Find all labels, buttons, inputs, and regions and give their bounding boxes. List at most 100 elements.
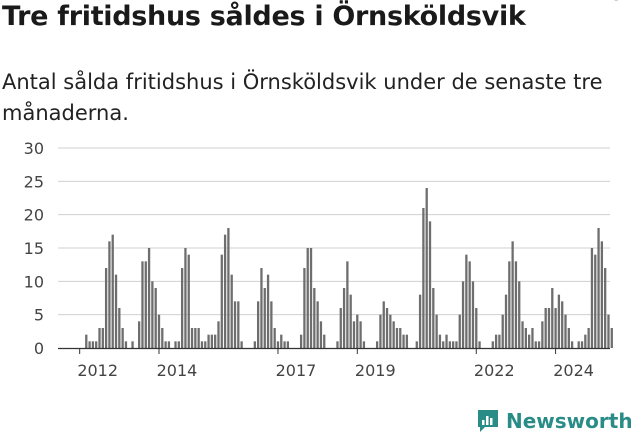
bar (352, 321, 356, 348)
bar (194, 328, 197, 348)
x-tick-label: 2012 (77, 361, 118, 380)
bar (561, 301, 564, 348)
bar (395, 328, 399, 348)
bar (111, 234, 114, 348)
bar (187, 254, 190, 348)
bar (554, 308, 557, 348)
bar (342, 288, 346, 348)
bar (438, 334, 442, 348)
bar (346, 261, 349, 348)
bar (316, 301, 319, 348)
bar (541, 321, 544, 348)
bar (339, 308, 342, 348)
bar (442, 341, 445, 348)
bar (214, 334, 217, 348)
bar (577, 341, 580, 348)
bar (336, 341, 339, 348)
bar (445, 334, 448, 348)
bar (468, 261, 471, 348)
bar (385, 308, 389, 348)
bar (319, 321, 323, 348)
bar (461, 281, 465, 348)
bar (514, 261, 518, 348)
bar (299, 334, 303, 348)
bar (504, 294, 508, 348)
bar-chart: 0 5 10 15 20 25 30 2012 2014 2017 2019 2022 2024 3 (24, 0, 624, 380)
bar (524, 328, 527, 348)
bar (306, 248, 309, 348)
y-tick-label: 30 (24, 139, 44, 158)
bar (85, 334, 88, 348)
bar (144, 261, 147, 348)
bar (537, 341, 541, 348)
x-tick-label: 2019 (355, 361, 396, 380)
bar (518, 281, 521, 348)
bar (531, 328, 534, 348)
bar (200, 341, 204, 348)
bar (138, 321, 141, 348)
bar (253, 341, 256, 348)
bar (567, 328, 570, 348)
bar (154, 288, 157, 348)
bar (223, 234, 227, 348)
bar (207, 334, 210, 348)
bar (475, 308, 478, 348)
bar (184, 248, 187, 348)
bar (405, 334, 409, 348)
bar (217, 321, 220, 348)
bar (428, 221, 432, 348)
bar (528, 334, 531, 348)
bar (610, 328, 613, 348)
bar (511, 241, 514, 348)
bar (95, 341, 98, 348)
bar (402, 334, 405, 348)
bar (356, 314, 359, 348)
bar (551, 288, 554, 348)
latest-value-label: 3 (611, 0, 623, 5)
bar (309, 248, 313, 348)
bar (161, 328, 164, 348)
bar (494, 334, 498, 348)
bar (108, 241, 111, 348)
bar (544, 308, 547, 348)
bar (455, 341, 458, 348)
bar (114, 274, 118, 348)
bar (164, 341, 167, 348)
y-tick-label: 25 (24, 172, 44, 191)
y-tick-label: 20 (24, 206, 44, 225)
bar (478, 341, 481, 348)
bar (471, 281, 475, 348)
bar (141, 261, 144, 348)
bar (432, 288, 435, 348)
y-tick-label: 15 (24, 239, 44, 258)
bar (256, 301, 260, 348)
bar (570, 341, 574, 348)
bar (220, 254, 223, 348)
bar (415, 341, 418, 348)
chart-title: Tre fritidshus såldes i Örnsköldsvik (2, 1, 526, 32)
bar (557, 294, 561, 348)
bar (448, 341, 451, 348)
bar (362, 341, 366, 348)
bar (118, 308, 121, 348)
x-tick-label: 2014 (157, 361, 198, 380)
y-tick-label: 10 (24, 272, 44, 291)
bar (104, 268, 108, 348)
bar (280, 334, 283, 348)
chart-subtitle: Antal sålda fritidshus i Örnsköldsvik un… (2, 70, 603, 125)
bar (594, 254, 597, 348)
bar (422, 208, 425, 348)
bar (273, 328, 276, 348)
bar (465, 254, 468, 348)
bar (587, 328, 590, 348)
bar (227, 228, 230, 348)
newsworthy-logo: Newsworthy (476, 408, 631, 434)
bar (204, 341, 207, 348)
bar (121, 328, 124, 348)
bar (283, 341, 286, 348)
y-tick-label: 5 (34, 306, 44, 325)
bar (151, 281, 154, 348)
bar (379, 314, 382, 348)
bar (534, 341, 537, 348)
bar (584, 334, 587, 348)
